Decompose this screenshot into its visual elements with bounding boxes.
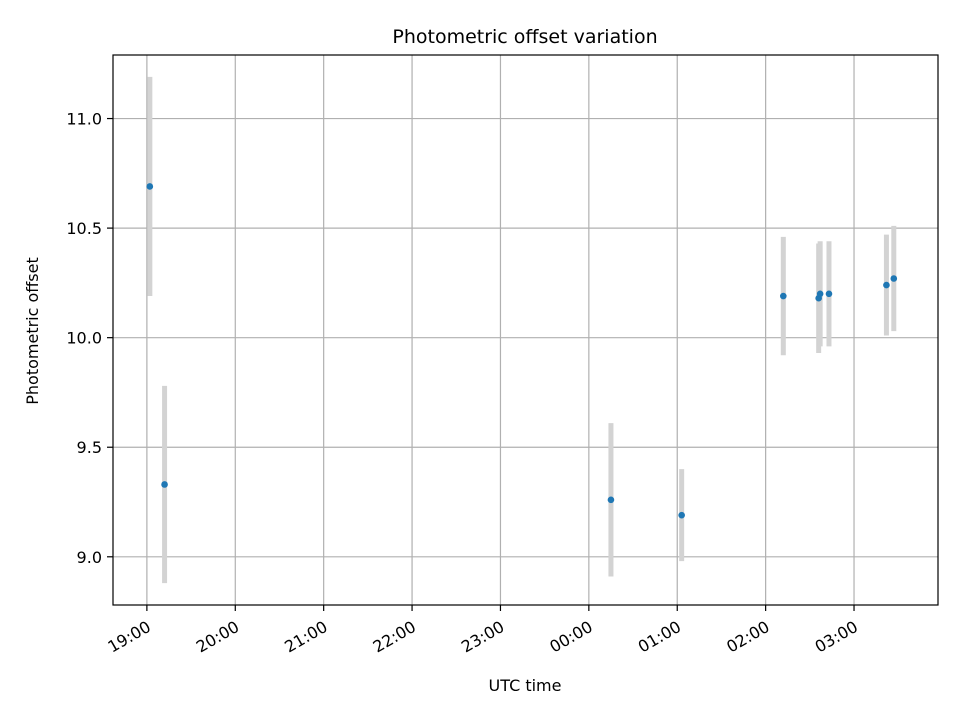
y-tick-label: 11.0 — [66, 110, 102, 129]
plot-frame — [112, 54, 939, 606]
data-point — [161, 481, 168, 488]
data-point — [678, 511, 685, 519]
y-axis-ticks: 9.0 9.5 10.0 10.5 11.0 — [66, 110, 113, 567]
data-point — [607, 496, 615, 504]
data-point — [883, 281, 890, 289]
data-point — [825, 290, 833, 298]
data-points — [146, 183, 898, 519]
x-axis-label: UTC time — [489, 676, 562, 695]
data-point — [816, 290, 824, 298]
grid — [113, 55, 938, 605]
chart-title: Photometric offset variation — [392, 26, 657, 48]
data-point — [780, 292, 787, 300]
y-tick-label: 9.0 — [77, 548, 102, 567]
data-point — [890, 275, 898, 282]
y-axis-label: Photometric offset — [23, 257, 42, 405]
y-tick-label: 10.5 — [66, 219, 102, 238]
data-point — [146, 183, 154, 190]
y-tick-label: 9.5 — [77, 438, 102, 457]
y-tick-label: 10.0 — [66, 329, 102, 348]
